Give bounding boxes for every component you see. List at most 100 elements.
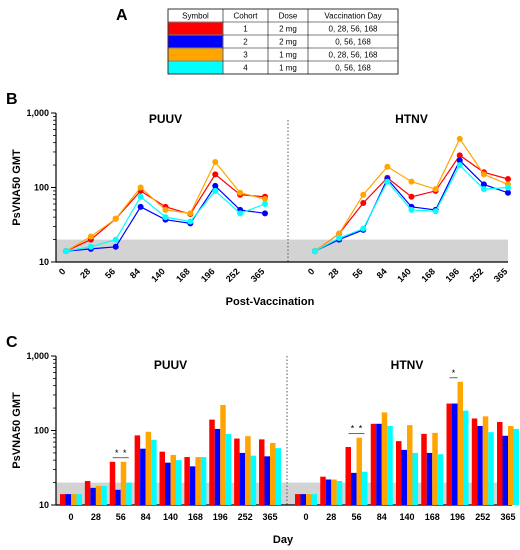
x-tick-label: 168	[425, 512, 440, 522]
bar-cohort-4	[488, 432, 494, 505]
data-point-cohort-3	[187, 210, 194, 217]
data-point-cohort-4	[162, 214, 169, 221]
bar-cohort-1	[370, 423, 377, 505]
bar-cohort-2	[452, 403, 458, 505]
bar-cohort-4	[513, 428, 519, 505]
data-point-cohort-4	[480, 186, 487, 193]
y-tick-label: 100	[34, 426, 49, 436]
legend-table: Symbol Cohort Dose Vaccination Day 1 2 mg 0, 2…	[167, 8, 399, 75]
subplot-title: HTNV	[391, 358, 424, 372]
data-point-cohort-2	[505, 189, 511, 196]
bar-cohort-4	[76, 494, 82, 505]
x-tick-label: 28	[326, 512, 336, 522]
x-tick-label: 84	[141, 512, 151, 522]
data-point-cohort-4	[312, 248, 318, 255]
data-point-cohort-2	[112, 243, 119, 250]
bar-cohort-4	[126, 482, 132, 505]
bar-cohort-4	[362, 471, 368, 505]
data-point-cohort-1	[360, 199, 367, 206]
x-tick-label: 0	[68, 512, 73, 522]
x-axis-label: Day	[273, 534, 294, 546]
significance-star: *	[359, 424, 363, 434]
table-cell-days: 0, 28, 56, 168	[329, 25, 378, 34]
x-tick-label: 56	[103, 266, 117, 280]
panel-letter-b: B	[6, 91, 18, 108]
table-cell-cohort: 4	[243, 64, 248, 73]
data-point-cohort-3	[87, 233, 94, 240]
x-tick-label: 365	[492, 266, 510, 284]
data-point-cohort-2	[262, 210, 268, 217]
data-point-cohort-3	[360, 191, 367, 198]
x-tick-label: 252	[468, 266, 486, 284]
significance-star: *	[351, 424, 355, 434]
bar-cohort-3	[245, 436, 251, 505]
bar-cohort-2	[502, 435, 508, 505]
data-point-cohort-4	[187, 218, 194, 225]
x-tick-label: 56	[351, 266, 365, 280]
data-point-cohort-1	[505, 176, 511, 183]
data-point-cohort-4	[456, 162, 463, 169]
data-point-cohort-3	[384, 163, 391, 170]
x-tick-label: 140	[395, 266, 413, 284]
bar-cohort-1	[497, 422, 503, 505]
x-tick-label: 140	[163, 512, 178, 522]
bar-cohort-3	[381, 412, 388, 505]
x-tick-label: 0	[306, 266, 317, 277]
bar-chart-panel: 10 100 1,000 PsVNA50 GMT PUUV 0 28 56 84 140 168 19…	[11, 351, 519, 546]
y-tick-label: 1,000	[26, 108, 49, 118]
x-tick-label: 56	[351, 512, 361, 522]
line-chart-panel: 10 100 1,000 PsVNA50 GMT PUUV 0 28 56 84 140 168 19…	[11, 108, 511, 308]
y-tick-label: 10	[39, 257, 49, 267]
bar-cohort-4	[176, 460, 182, 505]
table-cell-dose: 2 mg	[279, 25, 297, 34]
bar-cohort-4	[387, 425, 393, 505]
bar-cohort-4	[101, 485, 107, 505]
bar-cohort-3	[432, 432, 438, 505]
bar-cohort-4	[225, 433, 232, 505]
cohort-color-swatch	[168, 22, 223, 35]
bar-cohort-2	[325, 479, 332, 505]
bar-cohort-2	[376, 423, 382, 505]
bar-cohort-4	[200, 457, 207, 505]
table-header-cell: Vaccination Day	[324, 12, 381, 21]
bar-cohort-2	[239, 452, 246, 505]
bar-cohort-1	[234, 438, 240, 505]
y-tick-label: 100	[34, 183, 49, 193]
bar-cohort-3	[508, 425, 514, 505]
bar-cohort-2	[115, 489, 121, 505]
table-cell-cohort: 3	[243, 51, 248, 60]
data-point-cohort-1	[408, 193, 415, 200]
bar-cohort-1	[421, 433, 427, 505]
x-tick-label: 365	[500, 512, 515, 522]
bar-cohort-2	[477, 425, 483, 505]
bar-cohort-3	[331, 479, 337, 505]
data-point-cohort-2	[480, 181, 487, 188]
table-cell-cohort: 1	[243, 25, 248, 34]
data-point-cohort-3	[432, 186, 439, 193]
x-tick-label: 252	[224, 266, 242, 284]
panel-letter-a: A	[116, 7, 128, 24]
significance-star: *	[452, 368, 456, 378]
x-tick-label: 252	[238, 512, 253, 522]
x-tick-label: 84	[375, 266, 389, 280]
data-point-cohort-3	[162, 206, 169, 213]
bar-cohort-4	[250, 455, 257, 505]
bar-cohort-3	[270, 442, 276, 505]
bar-cohort-2	[140, 448, 146, 505]
x-tick-label: 168	[419, 266, 437, 284]
x-tick-label: 196	[443, 266, 461, 284]
bar-cohort-4	[463, 410, 469, 505]
cohort-color-swatch	[168, 61, 223, 74]
bar-cohort-2	[401, 449, 407, 505]
table-cell-days: 0, 28, 56, 168	[329, 51, 378, 60]
bar-cohort-2	[65, 494, 71, 505]
table-cell-days: 0, 56, 168	[335, 38, 371, 47]
data-point-cohort-2	[456, 157, 463, 164]
data-point-cohort-3	[237, 189, 244, 196]
x-tick-label: 252	[475, 512, 490, 522]
subplot-title: PUUV	[149, 112, 182, 126]
bar-cohort-4	[311, 494, 317, 505]
bar-cohort-1	[134, 435, 141, 505]
data-point-cohort-2	[212, 182, 219, 189]
